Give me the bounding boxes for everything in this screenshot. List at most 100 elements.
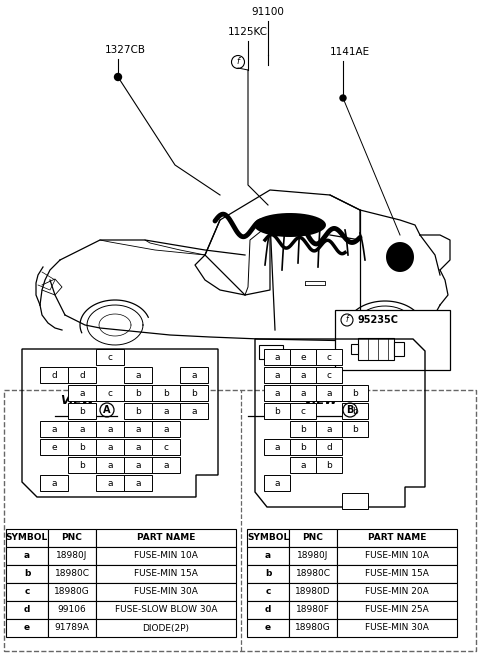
Text: VIEW: VIEW bbox=[60, 394, 95, 407]
Text: b: b bbox=[274, 407, 280, 415]
Text: DIODE(2P): DIODE(2P) bbox=[143, 624, 190, 633]
Bar bbox=[337, 601, 457, 619]
Text: e: e bbox=[24, 624, 30, 633]
Bar bbox=[290, 385, 316, 401]
Bar bbox=[48, 547, 96, 565]
Text: a: a bbox=[274, 371, 280, 379]
Text: PNC: PNC bbox=[61, 534, 83, 542]
Text: a: a bbox=[107, 479, 113, 487]
Text: 91100: 91100 bbox=[252, 7, 285, 17]
Bar bbox=[96, 601, 236, 619]
Bar bbox=[180, 385, 208, 401]
Text: e: e bbox=[265, 624, 271, 633]
Text: a: a bbox=[274, 388, 280, 398]
Bar bbox=[290, 349, 316, 365]
Text: a: a bbox=[191, 371, 197, 379]
Bar bbox=[6, 565, 48, 583]
Circle shape bbox=[115, 73, 121, 81]
Text: e: e bbox=[51, 443, 57, 451]
Bar bbox=[48, 619, 96, 637]
Bar bbox=[124, 475, 152, 491]
Bar bbox=[180, 367, 208, 383]
Bar bbox=[152, 439, 180, 455]
Text: a: a bbox=[163, 407, 169, 415]
Bar bbox=[316, 349, 342, 365]
Text: FUSE-MIN 10A: FUSE-MIN 10A bbox=[365, 552, 429, 561]
Bar bbox=[96, 565, 236, 583]
Bar bbox=[316, 421, 342, 437]
Text: b: b bbox=[24, 569, 30, 578]
Text: FUSE-MIN 30A: FUSE-MIN 30A bbox=[365, 624, 429, 633]
Text: PART NAME: PART NAME bbox=[368, 534, 426, 542]
Bar bbox=[337, 547, 457, 565]
Bar bbox=[337, 529, 457, 547]
Bar bbox=[96, 421, 124, 437]
FancyBboxPatch shape bbox=[4, 390, 476, 651]
Bar bbox=[96, 385, 124, 401]
Text: d: d bbox=[24, 605, 30, 614]
Text: a: a bbox=[274, 479, 280, 487]
Bar bbox=[68, 421, 96, 437]
Text: SYMBOL: SYMBOL bbox=[6, 534, 48, 542]
Bar bbox=[48, 583, 96, 601]
Bar bbox=[96, 349, 124, 365]
Bar bbox=[247, 565, 289, 583]
Bar bbox=[124, 385, 152, 401]
Bar bbox=[316, 367, 342, 383]
Bar bbox=[68, 403, 96, 419]
Bar bbox=[337, 583, 457, 601]
Text: e: e bbox=[300, 352, 306, 362]
Text: 18980F: 18980F bbox=[296, 605, 330, 614]
Bar bbox=[96, 475, 124, 491]
Bar bbox=[96, 529, 236, 547]
Bar bbox=[48, 529, 96, 547]
Bar bbox=[96, 583, 236, 601]
Text: b: b bbox=[352, 424, 358, 434]
Bar bbox=[124, 421, 152, 437]
Bar bbox=[152, 403, 180, 419]
Text: a: a bbox=[79, 388, 85, 398]
Text: 18980G: 18980G bbox=[295, 624, 331, 633]
Text: 18980J: 18980J bbox=[297, 552, 329, 561]
Text: 1125KC: 1125KC bbox=[228, 27, 268, 37]
Bar bbox=[337, 565, 457, 583]
Text: a: a bbox=[107, 424, 113, 434]
Bar bbox=[180, 403, 208, 419]
Bar bbox=[264, 367, 290, 383]
Text: 18980G: 18980G bbox=[54, 588, 90, 597]
Bar bbox=[40, 367, 68, 383]
Bar bbox=[68, 457, 96, 473]
Text: b: b bbox=[79, 443, 85, 451]
Text: b: b bbox=[191, 388, 197, 398]
Bar bbox=[40, 421, 68, 437]
Polygon shape bbox=[254, 213, 326, 237]
Bar bbox=[6, 547, 48, 565]
Bar bbox=[152, 457, 180, 473]
Text: b: b bbox=[135, 407, 141, 415]
Bar bbox=[264, 385, 290, 401]
Text: a: a bbox=[135, 424, 141, 434]
Text: a: a bbox=[51, 424, 57, 434]
Text: 18980C: 18980C bbox=[296, 569, 331, 578]
Bar bbox=[290, 439, 316, 455]
Bar bbox=[264, 349, 290, 365]
Bar bbox=[40, 439, 68, 455]
Bar bbox=[290, 421, 316, 437]
Text: a: a bbox=[79, 424, 85, 434]
Bar bbox=[290, 367, 316, 383]
Text: b: b bbox=[352, 407, 358, 415]
Bar bbox=[342, 385, 368, 401]
Text: b: b bbox=[300, 424, 306, 434]
Bar bbox=[68, 385, 96, 401]
Bar bbox=[48, 601, 96, 619]
Text: FUSE-MIN 30A: FUSE-MIN 30A bbox=[134, 588, 198, 597]
Text: d: d bbox=[326, 443, 332, 451]
Text: a: a bbox=[300, 460, 306, 470]
Bar bbox=[337, 619, 457, 637]
Text: a: a bbox=[107, 443, 113, 451]
Text: c: c bbox=[24, 588, 30, 597]
Bar bbox=[335, 310, 450, 370]
Bar bbox=[264, 439, 290, 455]
Bar bbox=[289, 547, 337, 565]
Bar bbox=[68, 439, 96, 455]
